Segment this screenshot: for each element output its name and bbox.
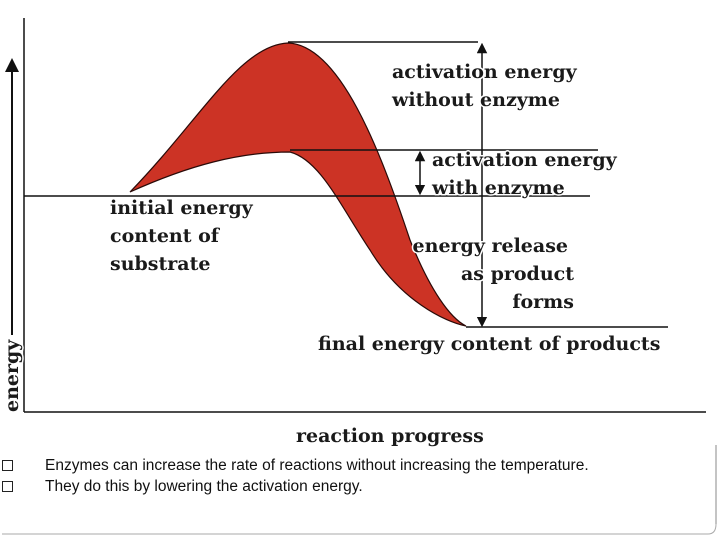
final-energy-label: final energy content of products <box>318 333 660 355</box>
activation-without-enzyme-label: activation energy <box>392 61 578 83</box>
bullet-text: Enzymes can increase the rate of reactio… <box>45 457 589 474</box>
bullet-item: They do this by lowering the activation … <box>0 477 720 498</box>
bullet-list: Enzymes can increase the rate of reactio… <box>0 456 720 498</box>
activation-energy-difference-area <box>129 42 467 327</box>
bullet-text: They do this by lowering the activation … <box>45 478 363 495</box>
bullet-square-icon <box>2 460 13 471</box>
energy-release-label-3: forms <box>512 291 574 313</box>
bullet-item: Enzymes can increase the rate of reactio… <box>0 456 720 477</box>
activation-with-enzyme-label-2: with enzyme <box>431 177 565 199</box>
bullet-square-icon <box>2 481 13 492</box>
energy-release-label: energy release <box>413 235 568 257</box>
activation-without-enzyme-label-2: without enzyme <box>391 89 560 111</box>
slide-corner <box>707 523 717 535</box>
y-axis-label: energy <box>1 339 23 412</box>
energy-release-label-2: as product <box>461 263 574 285</box>
initial-energy-label-2: content of <box>110 225 221 247</box>
activation-with-enzyme-label: activation energy <box>432 149 618 171</box>
x-axis-label: reaction progress <box>296 425 484 447</box>
initial-energy-label-3: substrate <box>110 253 210 275</box>
initial-energy-label: initial energy <box>110 197 254 219</box>
